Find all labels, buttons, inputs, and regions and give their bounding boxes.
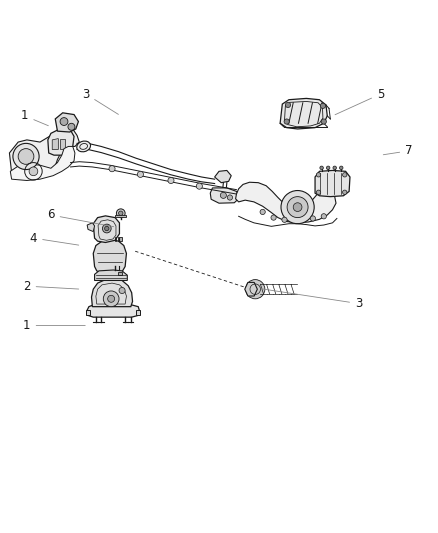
Circle shape — [339, 166, 343, 169]
Circle shape — [227, 195, 233, 200]
Circle shape — [117, 209, 125, 217]
Circle shape — [271, 215, 276, 220]
Circle shape — [260, 209, 265, 215]
Circle shape — [220, 192, 226, 198]
Circle shape — [310, 216, 315, 221]
Circle shape — [103, 291, 119, 306]
Polygon shape — [86, 310, 90, 316]
Circle shape — [321, 119, 326, 124]
Polygon shape — [92, 279, 133, 306]
Polygon shape — [280, 99, 327, 129]
Polygon shape — [236, 182, 336, 223]
Circle shape — [60, 118, 68, 125]
Polygon shape — [136, 310, 141, 316]
Circle shape — [343, 190, 347, 195]
Circle shape — [18, 149, 34, 164]
Polygon shape — [10, 127, 79, 177]
Text: 6: 6 — [47, 208, 114, 227]
Circle shape — [13, 143, 39, 169]
Circle shape — [119, 287, 125, 294]
Polygon shape — [115, 215, 127, 217]
Polygon shape — [55, 113, 78, 132]
Polygon shape — [93, 216, 120, 243]
Circle shape — [102, 224, 111, 233]
Polygon shape — [60, 139, 65, 149]
Circle shape — [281, 190, 314, 224]
Polygon shape — [11, 147, 75, 181]
Text: 1: 1 — [21, 109, 48, 126]
Circle shape — [316, 190, 321, 195]
Text: 1: 1 — [23, 319, 85, 332]
Circle shape — [68, 123, 75, 130]
Circle shape — [138, 171, 144, 177]
Polygon shape — [210, 188, 240, 203]
Text: 5: 5 — [335, 87, 384, 115]
Circle shape — [282, 217, 287, 222]
Text: 7: 7 — [383, 144, 413, 157]
Circle shape — [316, 173, 321, 177]
Polygon shape — [245, 282, 258, 296]
Circle shape — [326, 166, 330, 169]
Polygon shape — [48, 129, 74, 155]
Circle shape — [286, 102, 290, 108]
Circle shape — [293, 203, 302, 212]
Polygon shape — [87, 223, 95, 231]
Text: 4: 4 — [30, 232, 79, 245]
Circle shape — [321, 214, 326, 219]
Text: 3: 3 — [82, 87, 118, 115]
Polygon shape — [215, 171, 231, 183]
Circle shape — [320, 166, 323, 169]
Circle shape — [246, 280, 265, 299]
Circle shape — [109, 166, 115, 172]
Circle shape — [29, 167, 38, 176]
Ellipse shape — [77, 141, 91, 152]
Circle shape — [168, 177, 174, 183]
Circle shape — [333, 166, 336, 169]
Polygon shape — [95, 270, 127, 280]
Polygon shape — [118, 272, 122, 275]
Circle shape — [108, 295, 115, 302]
Circle shape — [196, 183, 202, 189]
Polygon shape — [87, 305, 140, 317]
Polygon shape — [93, 239, 127, 274]
Polygon shape — [118, 237, 122, 241]
Text: 3: 3 — [261, 289, 362, 310]
Circle shape — [284, 119, 289, 124]
Circle shape — [105, 227, 109, 231]
Polygon shape — [315, 171, 350, 197]
Circle shape — [343, 173, 347, 177]
Circle shape — [320, 103, 325, 108]
Circle shape — [287, 197, 308, 217]
Circle shape — [119, 211, 123, 215]
Text: 2: 2 — [23, 280, 79, 293]
Polygon shape — [52, 139, 58, 149]
